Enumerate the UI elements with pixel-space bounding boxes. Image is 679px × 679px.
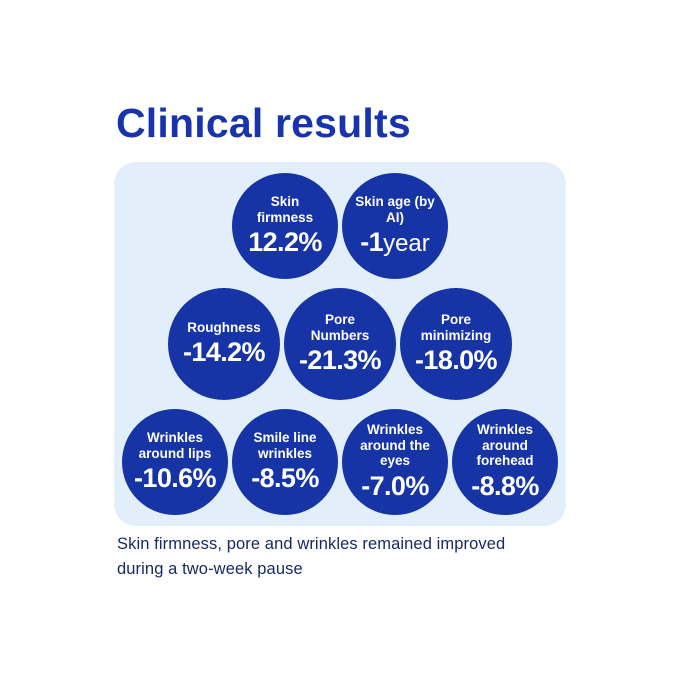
stat-bubble-wrinkles-around-forehead: Wrinkles around forehead -8.8% xyxy=(452,409,558,515)
stat-bubble-smile-line-wrinkles: Smile line wrinkles -8.5% xyxy=(232,409,338,515)
stat-value-suffix: year xyxy=(383,230,430,258)
stat-value: -21.3% xyxy=(299,345,382,376)
stat-bubble-skin-firmness: Skin firmness 12.2% xyxy=(232,173,338,279)
results-row-3: Wrinkles around lips -10.6% Smile line w… xyxy=(122,409,558,515)
stat-label: Pore Numbers xyxy=(310,311,370,343)
stat-label: Wrinkles around forehead xyxy=(476,421,534,469)
stat-bubble-wrinkles-around-lips: Wrinkles around lips -10.6% xyxy=(122,409,228,515)
page-title: Clinical results xyxy=(116,100,411,146)
stat-bubble-wrinkles-around-eyes: Wrinkles around the eyes -7.0% xyxy=(342,409,448,515)
stat-label: Skin age (by AI) xyxy=(355,193,435,225)
stat-bubble-pore-minimizing: Pore minimizing -18.0% xyxy=(400,288,512,400)
stat-label: Wrinkles around the eyes xyxy=(360,421,430,469)
stat-value: -14.2% xyxy=(183,337,266,368)
footnote-text: Skin firmness, pore and wrinkles remaine… xyxy=(117,532,505,582)
stat-value: -10.6% xyxy=(134,463,217,494)
stat-label: Wrinkles around lips xyxy=(138,429,212,461)
stat-value: -1year xyxy=(360,227,430,258)
stat-value: -8.8% xyxy=(471,471,539,502)
footnote-line-1: Skin firmness, pore and wrinkles remaine… xyxy=(117,535,506,553)
stat-value: 12.2% xyxy=(248,227,322,258)
stat-value: -18.0% xyxy=(415,345,498,376)
results-row-1: Skin firmness 12.2% Skin age (by AI) -1y… xyxy=(232,173,448,279)
stat-value: -7.0% xyxy=(361,471,429,502)
stat-label: Skin firmness xyxy=(256,193,314,225)
stat-bubble-pore-numbers: Pore Numbers -21.3% xyxy=(284,288,396,400)
footnote-line-2: during a two-week pause xyxy=(117,559,303,578)
stat-bubble-roughness: Roughness -14.2% xyxy=(168,288,280,400)
stat-bubble-skin-age: Skin age (by AI) -1year xyxy=(342,173,448,279)
stat-label: Smile line wrinkles xyxy=(253,429,317,461)
stat-value: -8.5% xyxy=(251,463,319,494)
results-panel: Skin firmness 12.2% Skin age (by AI) -1y… xyxy=(114,162,566,526)
stat-label: Pore minimizing xyxy=(420,311,492,343)
stat-label: Roughness xyxy=(187,319,261,335)
results-row-2: Roughness -14.2% Pore Numbers -21.3% Por… xyxy=(168,288,512,400)
